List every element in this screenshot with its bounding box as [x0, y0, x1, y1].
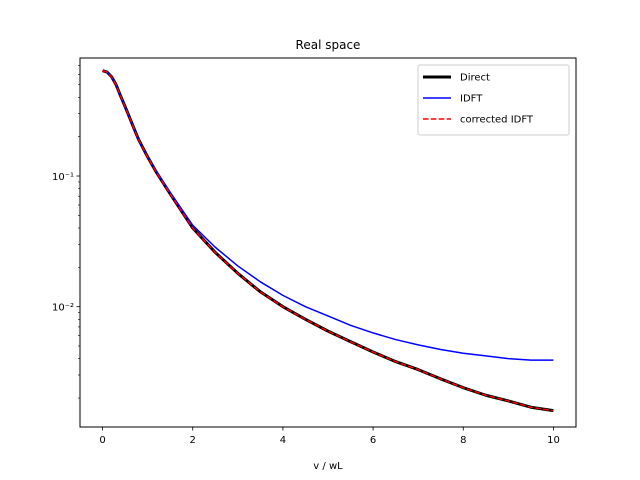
x-tick-label: 6 — [370, 435, 376, 446]
legend-label-0: Direct — [460, 73, 490, 84]
y-tick-label: 10⁻² — [52, 303, 74, 314]
x-tick-label: 10 — [547, 435, 560, 446]
x-tick-label: 0 — [99, 435, 105, 446]
y-axis: 10⁻² 10⁻¹ — [52, 65, 80, 399]
legend-label-2: corrected IDFT — [460, 115, 534, 126]
x-tick-label: 8 — [460, 435, 466, 446]
legend: Direct IDFT corrected IDFT — [417, 64, 570, 136]
x-axis: 0 2 4 6 8 10 — [99, 427, 560, 446]
legend-label-1: IDFT — [460, 94, 483, 105]
x-axis-title: v / wL — [313, 461, 343, 472]
y-tick-label: 10⁻¹ — [52, 172, 74, 183]
chart-title: Real space — [296, 38, 361, 52]
legend-box — [417, 64, 570, 136]
x-tick-label: 4 — [280, 435, 286, 446]
series-line-2 — [102, 69, 554, 412]
x-tick-label: 2 — [190, 435, 196, 446]
plot-area — [102, 69, 554, 413]
plot-frame — [79, 57, 577, 428]
